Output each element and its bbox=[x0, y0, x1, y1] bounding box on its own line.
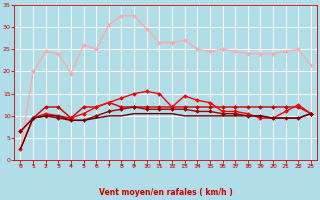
X-axis label: Vent moyen/en rafales ( km/h ): Vent moyen/en rafales ( km/h ) bbox=[99, 188, 233, 197]
